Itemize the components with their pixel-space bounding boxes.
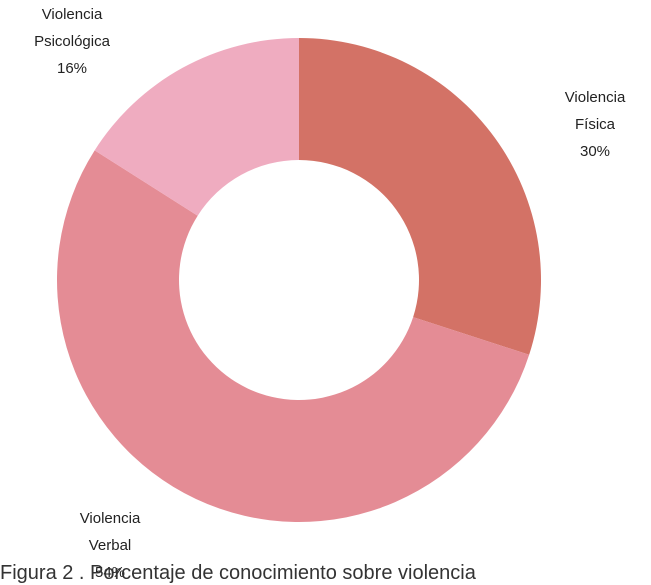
donut-slices [57,38,541,522]
slice-name-line: Violencia [80,510,141,527]
slice-violencia-verbal [57,150,530,522]
slice-violencia-psicológica [94,38,300,216]
figure-caption: Figura 2 . Porcentaje de conocimiento so… [0,562,476,584]
slice-label: Violencia Psicológica 16% [34,6,111,77]
slice-labels: Violencia Física 30%Violencia Verbal 54%Viol… [34,6,626,581]
slice-value-label: 30% [580,143,610,160]
slice-name-line: Violencia [42,6,103,23]
slice-name-line: Psicológica [34,33,111,50]
slice-label: Violencia Física 30% [565,89,626,160]
slice-name-line: Verbal [89,537,132,554]
slice-name-line: Física [575,116,616,133]
slice-violencia-física [299,38,541,355]
slice-label: Violencia Verbal 54% [80,510,141,581]
slice-name-line: Violencia [565,89,626,106]
slice-value-label: 16% [57,60,87,77]
slice-value-label: 54% [95,564,125,581]
